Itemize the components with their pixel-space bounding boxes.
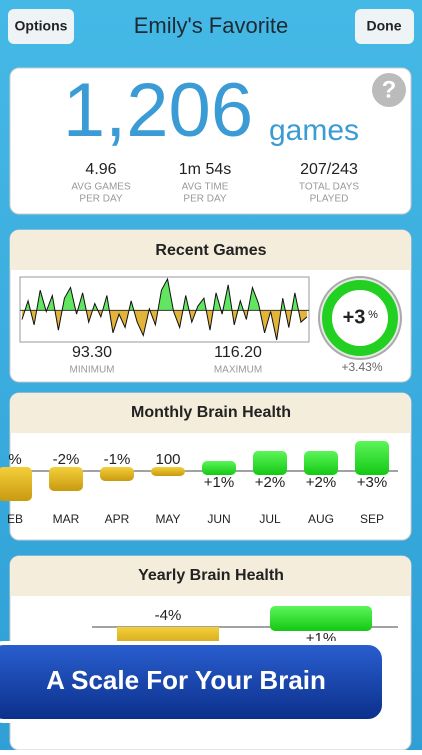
month-label: APR [105,512,130,526]
done-label[interactable]: Done [367,18,402,34]
monthly-title: Monthly Brain Health [131,404,291,421]
summary-card [9,67,412,215]
month-label: JUL [259,512,281,526]
month-label: AUG [308,512,334,526]
stat-value: 1m 54s [179,161,231,178]
min-label: MINIMUM [70,365,115,376]
area-above [24,279,299,311]
card-header [10,393,411,433]
value-label: +2% [255,474,285,491]
card-header [10,556,411,596]
value-label: +1% [204,474,234,491]
gauge-change: +3.43% [341,360,382,374]
bar [100,467,134,481]
options-label[interactable]: Options [15,18,68,34]
stat-label: PLAYED [310,194,349,205]
bar [270,606,372,631]
stat-label: TOTAL DAYS [299,182,360,193]
recent-title: Recent Games [155,242,266,259]
gauge-ring [322,280,398,356]
max-value: 116.20 [214,344,262,361]
month-label: JUN [207,512,230,526]
game-unit: games [269,114,359,147]
bar [304,451,338,475]
stat-label: PER DAY [183,194,226,205]
options-button[interactable] [8,9,74,44]
stat-value: 207/243 [300,161,358,178]
stat-value: 4.96 [85,161,116,178]
month-label: EB [7,512,23,526]
help-label[interactable]: ? [382,76,397,103]
help-button[interactable] [372,73,406,107]
max-label: MAXIMUM [214,365,262,376]
value-label: -1% [104,451,131,468]
stat-label: PER DAY [79,194,122,205]
banner-text: A Scale For Your Brain [46,665,326,695]
value-label: -4% [155,607,182,624]
game-count: 1,206 [63,68,253,153]
bar [0,467,32,501]
bar [253,451,287,475]
value-label: +3% [357,474,387,491]
gauge-unit: % [368,309,378,321]
bar [202,461,236,475]
card-header [10,230,411,270]
month-label: MAY [155,512,180,526]
title: Emily's Favorite [134,13,289,38]
bar [49,467,83,491]
value-label: -2% [53,451,80,468]
sparkline [21,277,308,341]
yearly-title: Yearly Brain Health [138,567,284,584]
stat-label: AVG GAMES [71,182,131,193]
bar [355,441,389,475]
gauge-value: +3 [343,306,366,328]
month-label: SEP [360,512,384,526]
bar [151,467,185,476]
month-label: MAR [53,512,80,526]
value-label: 100 [155,451,180,468]
stat-label: AVG TIME [182,182,229,193]
done-button[interactable] [355,9,414,44]
banner [0,641,386,723]
value-label: +2% [306,474,336,491]
min-value: 93.30 [72,344,112,361]
value-label: % [8,451,21,468]
